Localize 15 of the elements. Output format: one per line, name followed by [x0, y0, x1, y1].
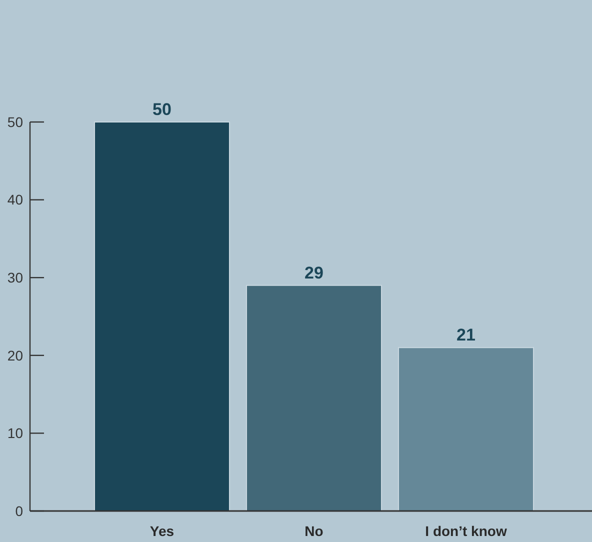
x-tick-label: No: [304, 523, 324, 539]
data-label: 29: [304, 263, 324, 282]
y-tick-label: 10: [7, 425, 24, 442]
data-label: 50: [152, 100, 172, 119]
x-tick-label: I don’t know: [425, 523, 507, 539]
y-tick-label: 40: [7, 192, 24, 208]
bar: [398, 347, 534, 512]
y-tick-label: 30: [7, 270, 24, 286]
bar: [246, 284, 382, 512]
y-tick-label: 20: [7, 347, 24, 364]
bar: [94, 122, 230, 512]
y-tick-label: 50: [7, 114, 24, 130]
y-tick-label: 0: [15, 502, 24, 519]
data-label: 21: [456, 326, 476, 345]
x-tick-label: Yes: [150, 523, 174, 539]
